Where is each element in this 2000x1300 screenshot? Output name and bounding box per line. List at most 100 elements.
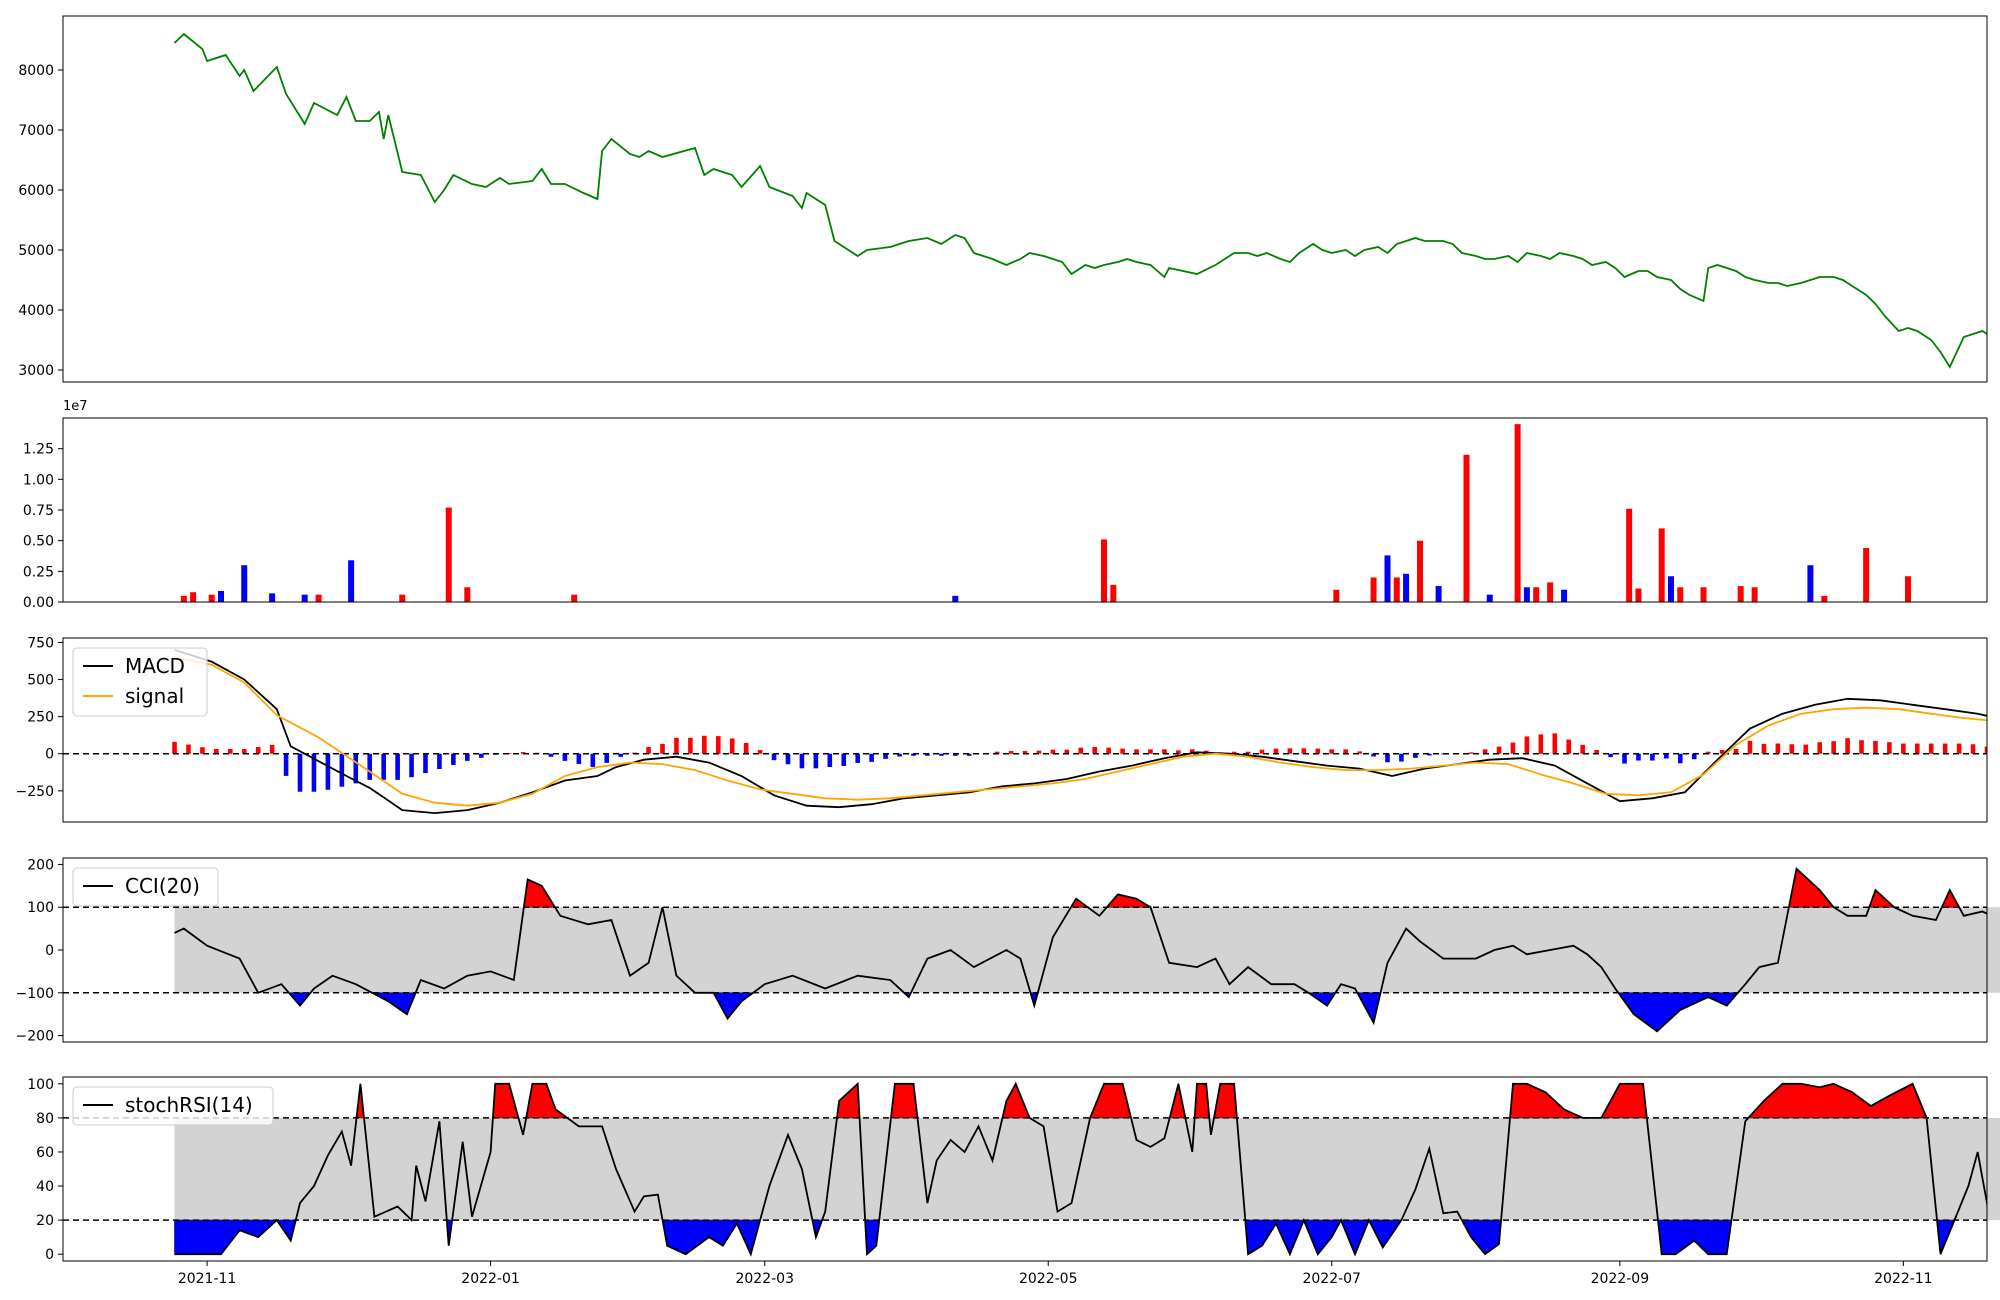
stochrsi-oversold-fill — [1657, 1219, 1732, 1255]
macd-histogram-bar — [423, 753, 428, 774]
macd-histogram-bar — [646, 746, 651, 754]
volume-bar — [1807, 565, 1814, 602]
cci-ytick-label: 200 — [27, 857, 54, 873]
macd-histogram-bar — [1817, 742, 1822, 754]
legend-box — [72, 867, 219, 907]
macd-histogram-bar — [1468, 752, 1474, 754]
macd-histogram-bar — [228, 748, 233, 754]
macd-histogram-bar — [743, 742, 749, 754]
cci-legend: CCI(20) — [72, 867, 219, 907]
volume-bar — [1626, 508, 1633, 602]
stochrsi-ytick-label: 80 — [36, 1111, 54, 1127]
macd-histogram-bar — [1482, 749, 1488, 754]
macd-histogram-bar — [1650, 753, 1655, 761]
stochrsi-axes-frame — [62, 1076, 1988, 1262]
legend-box — [72, 1086, 274, 1126]
macd-histogram-bar — [869, 753, 874, 762]
volume-bar — [1561, 589, 1568, 602]
volume-bar — [1435, 586, 1442, 602]
macd-histogram-bar — [715, 736, 721, 754]
macd-histogram-bar — [1120, 748, 1125, 754]
x-tick-label: 2022-11 — [1874, 1271, 1933, 1287]
volume-bar — [1547, 582, 1554, 602]
macd-histogram-bar — [1259, 749, 1265, 754]
volume-bar — [1403, 573, 1410, 602]
cci-oversold-fill — [288, 992, 312, 1007]
stochrsi-ytick-label: 40 — [36, 1179, 54, 1195]
macd-histogram-bar — [1942, 743, 1948, 754]
cci-ytick-label: −100 — [16, 986, 54, 1002]
volume-bar — [1863, 548, 1870, 602]
macd-histogram-bar — [437, 753, 442, 770]
macd-histogram-bar — [1691, 753, 1697, 760]
macd-histogram-bar — [952, 753, 958, 756]
volume-bar — [952, 595, 959, 602]
macd-histogram-bar — [1552, 733, 1558, 754]
macd-histogram-bar — [200, 747, 205, 754]
macd-histogram-bar — [1831, 741, 1836, 754]
macd-histogram-bar — [1371, 753, 1376, 757]
macd-histogram-bar — [409, 753, 414, 778]
volume-bar — [1904, 576, 1911, 602]
cci-neutral-band — [174, 907, 2000, 993]
volume-bar — [1101, 539, 1108, 602]
volume-bar — [241, 565, 248, 602]
macd-histogram-bar — [478, 753, 484, 758]
volume-bar — [399, 594, 406, 602]
macd-histogram-bar — [1078, 747, 1084, 754]
macd-histogram-bar — [841, 753, 847, 766]
volume-bar — [1751, 587, 1758, 602]
macd-histogram-bar — [1245, 751, 1251, 754]
price-axes-frame — [62, 15, 1988, 383]
macd-histogram-bar — [465, 753, 470, 761]
macd-histogram-bar — [674, 737, 679, 754]
macd-histogram-bar — [1956, 743, 1962, 754]
macd-histogram-bar — [1273, 748, 1279, 754]
macd-histogram-bar — [1636, 753, 1641, 761]
volume-ytick-label: 0.75 — [23, 503, 54, 519]
legend-label: stochRSI(14) — [125, 1093, 253, 1117]
macd-histogram-bar — [1761, 743, 1767, 754]
volume-ytick-label: 1.25 — [23, 442, 54, 458]
volume-bar — [1370, 577, 1377, 602]
stochrsi-oversold-fill — [662, 1219, 761, 1256]
volume-bar — [348, 560, 355, 602]
macd-histogram-bar — [827, 753, 833, 767]
macd-histogram-bar — [1887, 742, 1892, 754]
macd-histogram-bar — [897, 753, 902, 757]
macd-histogram-bar — [1092, 746, 1098, 754]
macd-histogram-bar — [1608, 753, 1613, 758]
macd-histogram-bar — [1301, 748, 1307, 754]
cci-axes-frame — [62, 857, 1988, 1043]
macd-histogram-bar — [757, 750, 763, 754]
macd-histogram-bar — [255, 746, 261, 754]
price-line — [173, 32, 1987, 369]
volume-bar — [315, 594, 322, 602]
volume-bar — [1533, 587, 1540, 602]
x-tick-label: 2022-01 — [461, 1271, 520, 1287]
macd-histogram-bar — [1413, 753, 1418, 758]
macd-legend: MACD signal — [72, 647, 208, 717]
legend-label: MACD — [125, 654, 185, 678]
signal-line — [174, 656, 1987, 807]
stochrsi-ytick-label: 100 — [27, 1077, 54, 1093]
macd-histogram-bar — [1747, 740, 1753, 754]
volume-bar — [269, 593, 276, 602]
volume-bar — [301, 594, 308, 602]
volume-bar — [1417, 540, 1424, 602]
cci-ytick-label: 0 — [45, 943, 54, 959]
macd-histogram-bar — [729, 738, 735, 754]
price-ytick-label: 7000 — [18, 123, 54, 139]
macd-histogram-bar — [1622, 753, 1627, 764]
macd-histogram-bar — [994, 751, 1000, 754]
volume-ytick-label: 0.00 — [23, 595, 54, 611]
x-tick-label: 2021-11 — [178, 1271, 237, 1287]
macd-histogram-bar — [395, 753, 400, 780]
cci-ytick-label: 100 — [27, 900, 54, 916]
x-tick-label: 2022-07 — [1302, 1271, 1361, 1287]
volume-bar — [1333, 589, 1340, 602]
macd-histogram-bar — [214, 748, 219, 754]
macd-histogram-bar — [576, 753, 582, 764]
macd-axes-frame — [62, 637, 1988, 823]
